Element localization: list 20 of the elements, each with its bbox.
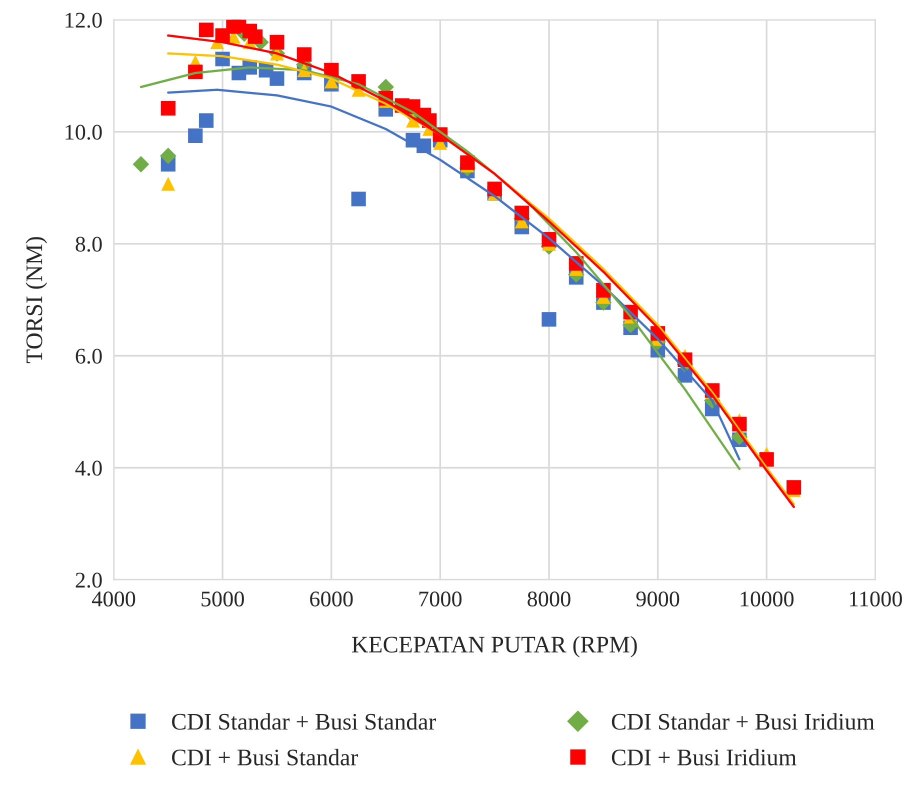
legend-label: CDI Standar + Busi Standar — [172, 713, 436, 730]
x-tick-label: 11000 — [850, 591, 902, 606]
y-tick-label: 12.0 — [66, 12, 102, 28]
y-tick-label: 2.0 — [76, 572, 102, 588]
x-tick-label: 6000 — [310, 591, 353, 606]
x-tick-label: 4000 — [92, 591, 136, 606]
y-tick-label: 10.0 — [66, 124, 102, 140]
y-tick-label: 8.0 — [76, 236, 102, 252]
legend-label: CDI + Busi Standar — [172, 748, 358, 766]
y-tick-label: 4.0 — [75, 460, 102, 476]
x-tick-label: 9000 — [636, 591, 680, 606]
x-tick-label: 7000 — [419, 591, 462, 606]
x-tick-label: 5000 — [202, 591, 244, 606]
x-tick-label: 8000 — [528, 591, 570, 606]
x-tick-label: 10000 — [740, 591, 794, 606]
legend-label: CDI + Busi Iridium — [612, 748, 796, 766]
x-axis-title: KECEPATAN PUTAR (RPM) — [352, 636, 637, 658]
y-axis-title: TORSI (NM) — [26, 237, 48, 364]
legend-label: CDI Standar + Busi Iridium — [612, 713, 874, 730]
y-tick-label: 6.0 — [76, 348, 102, 364]
